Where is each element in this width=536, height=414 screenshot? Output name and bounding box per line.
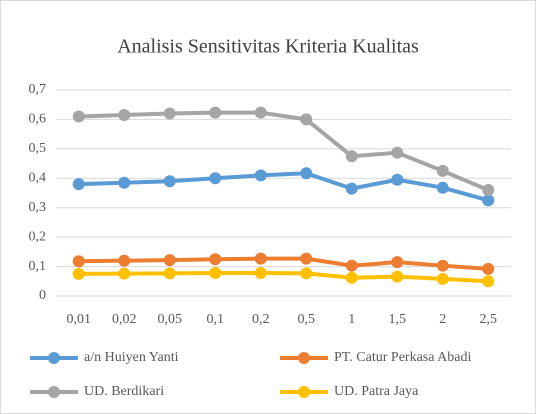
y-tick-label: 0,5 [29, 141, 47, 156]
data-point [300, 113, 313, 126]
x-tick-label: 0,5 [298, 312, 316, 327]
data-point [118, 176, 131, 189]
y-tick-label: 0,2 [29, 229, 47, 244]
data-point [118, 267, 131, 280]
data-point [391, 173, 404, 186]
data-point [345, 259, 358, 272]
series-line [78, 110, 490, 192]
y-tick-label: 0,3 [29, 200, 47, 215]
data-point [72, 267, 85, 280]
x-tick-label: 1 [348, 312, 355, 327]
data-point [391, 270, 404, 283]
data-point [163, 254, 176, 267]
data-point [163, 267, 176, 280]
data-point [118, 254, 131, 267]
data-point [72, 110, 85, 123]
legend-label: UD. Berdikari [84, 384, 164, 399]
legend-marker [48, 352, 60, 364]
data-point [345, 271, 358, 284]
data-point [254, 267, 267, 280]
data-point [300, 167, 313, 180]
data-point [300, 252, 313, 265]
legend-marker [298, 352, 310, 364]
x-tick-label: 0,2 [252, 312, 270, 327]
data-point [436, 181, 449, 194]
legend-label: a/n Huiyen Yanti [84, 350, 179, 365]
data-point [163, 107, 176, 120]
data-point [436, 272, 449, 285]
data-point [209, 106, 222, 119]
data-point [300, 267, 313, 280]
data-point [345, 150, 358, 163]
data-point [163, 175, 176, 188]
x-tick-label: 0,05 [158, 312, 183, 327]
x-tick-label: 0,1 [207, 312, 225, 327]
x-tick-label: 0,01 [67, 312, 92, 327]
data-point [391, 146, 404, 159]
data-point [436, 259, 449, 272]
legend-marker [298, 386, 310, 398]
series-line [78, 171, 489, 203]
y-tick-label: 0,4 [29, 171, 47, 186]
data-point [436, 164, 449, 177]
legend-label: PT. Catur Perkasa Abadi [334, 350, 471, 365]
data-point [209, 267, 222, 280]
data-point [72, 255, 85, 268]
x-tick-label: 2,5 [480, 312, 498, 327]
series-line [78, 271, 489, 284]
data-point [72, 178, 85, 191]
chart-title: Analisis Sensitivitas Kriteria Kualitas [117, 36, 419, 58]
data-point [391, 256, 404, 269]
data-point [254, 252, 267, 265]
data-point [482, 262, 495, 275]
data-point [482, 275, 495, 288]
y-tick-label: 0,6 [29, 112, 47, 127]
data-point [209, 253, 222, 266]
series-line [78, 256, 489, 271]
x-tick-label: 0,02 [112, 312, 137, 327]
data-point [209, 172, 222, 185]
data-point [482, 194, 495, 207]
y-tick-label: 0,1 [29, 259, 47, 274]
data-point [254, 106, 267, 119]
data-point [118, 109, 131, 122]
legend-label: UD. Patra Jaya [334, 384, 419, 399]
data-point [345, 182, 358, 195]
data-point [482, 184, 495, 197]
legend-marker [48, 386, 60, 398]
y-tick-label: 0,7 [29, 82, 47, 97]
x-tick-label: 2 [439, 312, 446, 327]
x-tick-label: 1,5 [389, 312, 407, 327]
y-tick-label: 0 [39, 288, 46, 303]
data-point [254, 169, 267, 182]
